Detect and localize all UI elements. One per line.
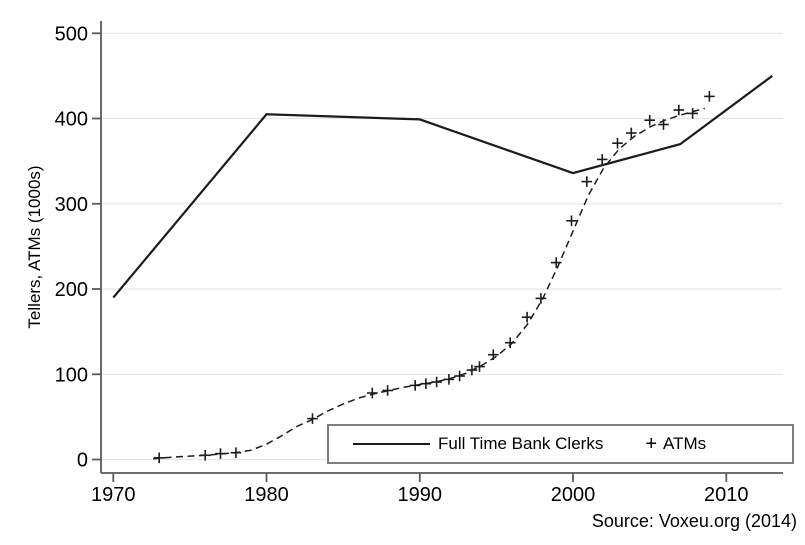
x-tick-label: 2010 xyxy=(704,484,749,506)
atms-marker xyxy=(673,104,685,116)
atms-marker xyxy=(687,108,698,119)
y-axis-title: Tellers, ATMs (1000s) xyxy=(25,165,44,329)
full-time-bank-clerks-line xyxy=(112,75,773,299)
y-tick-label: 400 xyxy=(55,109,88,131)
legend-label-clerks: Full Time Bank Clerks xyxy=(438,434,604,453)
y-tick-label: 100 xyxy=(55,364,88,386)
legend-label-atms: ATMs xyxy=(663,434,707,453)
atms-marker xyxy=(644,114,655,126)
y-tick-label: 0 xyxy=(77,450,88,472)
atms-marker xyxy=(521,311,533,323)
legend: Full Time Bank Clerks + ATMs xyxy=(327,424,794,464)
x-tick-label: 1990 xyxy=(398,484,443,506)
x-tick-label: 2000 xyxy=(551,484,596,506)
x-tick-label: 1970 xyxy=(91,484,136,506)
atms-marker xyxy=(626,127,637,139)
atms-marker xyxy=(612,137,623,149)
atms-marker xyxy=(581,176,593,187)
legend-plus-marker-icon: + xyxy=(645,433,658,455)
atms-marker xyxy=(504,337,516,348)
atms-marker xyxy=(566,215,577,227)
y-tick-label: 200 xyxy=(55,279,88,301)
legend-line-sample-icon xyxy=(353,443,430,445)
atms-marker xyxy=(307,413,318,424)
atms-marker xyxy=(535,293,547,304)
y-tick-label: 300 xyxy=(55,194,88,216)
atms-marker xyxy=(474,361,485,372)
x-tick-label: 1980 xyxy=(244,484,289,506)
atms-trend-line xyxy=(153,107,706,460)
source-text: Source: Voxeu.org (2014) xyxy=(591,511,797,531)
atms-marker xyxy=(596,154,608,165)
atms-marker xyxy=(420,378,432,389)
atms-marker xyxy=(454,370,465,382)
atms-marker xyxy=(704,91,715,102)
atms-marker xyxy=(443,374,455,385)
y-tick-label: 500 xyxy=(55,23,88,45)
